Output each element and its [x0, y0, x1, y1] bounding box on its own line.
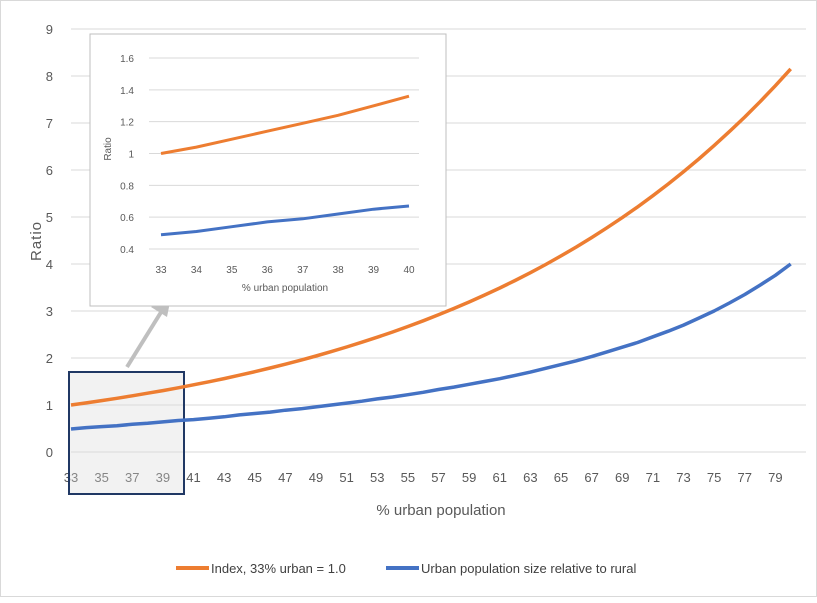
inset-y-tick: 1.6: [120, 54, 134, 65]
highlight-box-group: [68, 297, 185, 495]
inset-x-tick: 37: [297, 265, 309, 276]
main-y-tick: 2: [46, 351, 53, 366]
inset-x-tick: 39: [368, 265, 380, 276]
main-x-tick: 65: [554, 470, 568, 485]
inset-y-tick: 0.4: [120, 245, 134, 256]
inset-y-tick: 1.2: [120, 118, 134, 129]
main-x-tick: 47: [278, 470, 292, 485]
inset-x-tick: 33: [155, 265, 167, 276]
main-x-tick: 57: [431, 470, 445, 485]
inset-y-tick-labels: 0.4 0.6 0.8 1 1.2 1.4 1.6: [120, 54, 134, 256]
main-series-line: [70, 67, 792, 407]
main-x-tick: 45: [248, 470, 262, 485]
inset-x-tick: 35: [226, 265, 238, 276]
main-x-tick: 51: [339, 470, 353, 485]
main-y-tick-labels: 0 1 2 3 4 5 6 7 8 9: [46, 22, 53, 460]
main-x-axis-label: % urban population: [376, 502, 505, 519]
main-x-tick: 79: [768, 470, 782, 485]
inset-y-tick: 1.4: [120, 86, 134, 97]
inset-y-tick: 1: [128, 150, 134, 161]
main-x-tick: 67: [584, 470, 598, 485]
main-x-tick: 61: [493, 470, 507, 485]
main-y-axis-label: Ratio: [28, 221, 45, 261]
main-series-lines: [70, 67, 792, 431]
main-y-tick: 0: [46, 445, 53, 460]
main-x-tick: 33: [64, 470, 78, 485]
inset-x-tick: 40: [403, 265, 415, 276]
main-x-tick: 43: [217, 470, 231, 485]
inset-chart: 0.4 0.6 0.8 1 1.2 1.4 1.6 33 34 35 36 37 38 39 40 % u…: [89, 33, 447, 307]
main-y-tick: 5: [46, 210, 53, 225]
main-y-tick: 4: [46, 257, 53, 272]
legend-label-index: Index, 33% urban = 1.0: [211, 561, 346, 576]
main-x-tick: 41: [186, 470, 200, 485]
inset-x-tick: 34: [191, 265, 203, 276]
inset-series-lines: [160, 94, 410, 237]
legend-label-urban: Urban population size relative to rural: [421, 561, 636, 576]
highlight-arrow-shaft: [125, 307, 165, 369]
inset-y-tick: 0.6: [120, 213, 134, 224]
main-x-tick: 77: [738, 470, 752, 485]
inset-x-axis-label: % urban population: [242, 283, 328, 294]
main-x-tick: 69: [615, 470, 629, 485]
main-x-tick: 37: [125, 470, 139, 485]
main-x-tick: 63: [523, 470, 537, 485]
inset-x-tick: 36: [262, 265, 274, 276]
main-y-tick: 1: [46, 398, 53, 413]
main-y-tick: 3: [46, 304, 53, 319]
main-y-tick: 8: [46, 69, 53, 84]
inset-x-tick-labels: 33 34 35 36 37 38 39 40: [155, 265, 415, 276]
main-x-tick: 75: [707, 470, 721, 485]
main-x-tick-labels: 33 35 37 39 41 43 45 47 49 51 53 55 57 59 61 63 65 67 69 71…: [64, 470, 783, 485]
main-x-tick: 71: [646, 470, 660, 485]
inset-series-line: [160, 204, 410, 237]
main-y-tick: 9: [46, 22, 53, 37]
main-x-tick: 55: [401, 470, 415, 485]
main-series-line: [70, 262, 792, 431]
inset-series-line: [160, 94, 410, 155]
main-x-tick: 59: [462, 470, 476, 485]
main-y-tick: 6: [46, 163, 53, 178]
inset-x-tick: 38: [333, 265, 345, 276]
inset-y-axis-label: Ratio: [103, 137, 114, 161]
inset-gridlines: [149, 57, 419, 250]
inset-y-tick: 0.8: [120, 181, 134, 192]
main-y-tick: 7: [46, 116, 53, 131]
main-x-tick: 53: [370, 470, 384, 485]
main-x-tick: 73: [676, 470, 690, 485]
main-x-tick: 35: [94, 470, 108, 485]
legend: Index, 33% urban = 1.0 Urban population …: [176, 561, 636, 576]
inset-frame: [89, 33, 447, 307]
main-x-tick: 39: [156, 470, 170, 485]
highlight-box: [68, 371, 185, 495]
main-x-tick: 49: [309, 470, 323, 485]
